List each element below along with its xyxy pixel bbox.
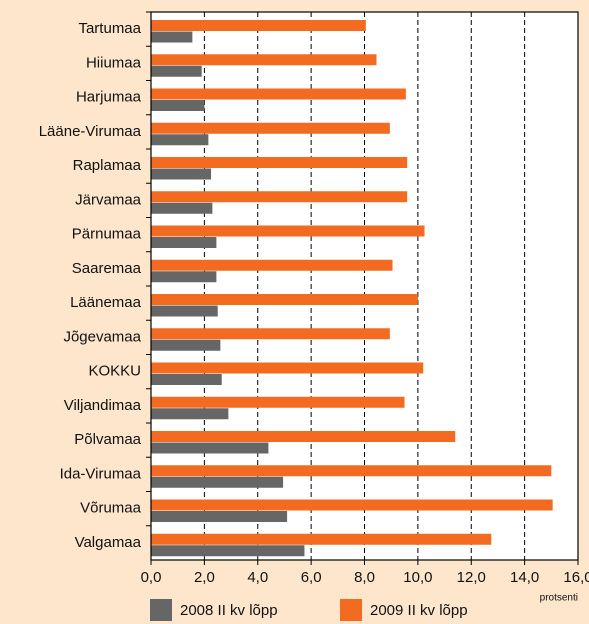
- bar: [151, 88, 406, 100]
- x-tick-label: 6,0: [301, 569, 322, 586]
- x-tick-label: 16,0: [563, 569, 589, 586]
- y-tick-label: Raplamaa: [73, 157, 142, 174]
- y-tick-label: Lääne-Virumaa: [39, 123, 142, 140]
- bar: [151, 442, 269, 454]
- bar: [151, 259, 393, 271]
- bar: [151, 545, 305, 557]
- bar: [151, 225, 425, 237]
- x-tick-label: 4,0: [247, 569, 268, 586]
- y-tick-label: Saaremaa: [72, 260, 142, 277]
- bar: [151, 191, 408, 203]
- y-tick-label: Ida-Virumaa: [60, 465, 142, 482]
- bar: [151, 465, 552, 477]
- bar: [151, 511, 288, 522]
- bar: [151, 134, 209, 146]
- bar: [151, 533, 492, 545]
- legend-swatch: [150, 599, 172, 621]
- x-tick-label: 10,0: [403, 569, 432, 586]
- bar: [151, 431, 456, 442]
- y-tick-label: Hiiumaa: [86, 54, 142, 71]
- bar: [151, 202, 213, 214]
- bar: [151, 476, 284, 488]
- y-tick-label: Viljandimaa: [64, 397, 142, 414]
- y-tick-label: Põlvamaa: [74, 431, 141, 448]
- y-tick-label: Pärnumaa: [72, 226, 142, 243]
- y-tick-label: Jõgevamaa: [63, 328, 141, 345]
- y-tick-label: KOKKU: [88, 363, 141, 380]
- y-tick-label: Läänemaa: [70, 294, 142, 311]
- bar: [151, 31, 193, 43]
- legend-swatch: [340, 599, 362, 621]
- bar: [151, 100, 205, 111]
- y-tick-label: Võrumaa: [80, 500, 142, 517]
- bar: [151, 339, 221, 351]
- bar: [151, 237, 217, 248]
- bar: [151, 374, 222, 385]
- bar: [151, 20, 366, 31]
- x-tick-label: 2,0: [194, 569, 215, 586]
- legend-label: 2009 II kv lõpp: [370, 602, 468, 619]
- bar: [151, 271, 217, 283]
- legend-label: 2008 II kv lõpp: [180, 602, 278, 619]
- x-tick-label: 0,0: [141, 569, 162, 586]
- bar: [151, 328, 390, 340]
- y-tick-label: Järvamaa: [75, 191, 142, 208]
- bar: [151, 294, 418, 305]
- x-tick-label: 14,0: [510, 569, 539, 586]
- bar: [151, 396, 405, 408]
- bar: [151, 168, 212, 180]
- x-tick-label: 8,0: [354, 569, 375, 586]
- bar: [151, 54, 377, 66]
- bar: [151, 499, 553, 511]
- y-tick-label: Harjumaa: [76, 89, 142, 106]
- y-tick-label: Tartumaa: [78, 20, 141, 37]
- plot-frame: [150, 11, 579, 561]
- bar: [151, 122, 390, 134]
- bar: [151, 408, 229, 420]
- y-tick-label: Valgamaa: [75, 534, 142, 551]
- bar: [151, 65, 202, 77]
- bar: [151, 305, 218, 317]
- x-axis-label: protsenti: [540, 593, 578, 604]
- bar: [151, 362, 424, 374]
- bar: [151, 157, 408, 168]
- x-tick-label: 12,0: [457, 569, 486, 586]
